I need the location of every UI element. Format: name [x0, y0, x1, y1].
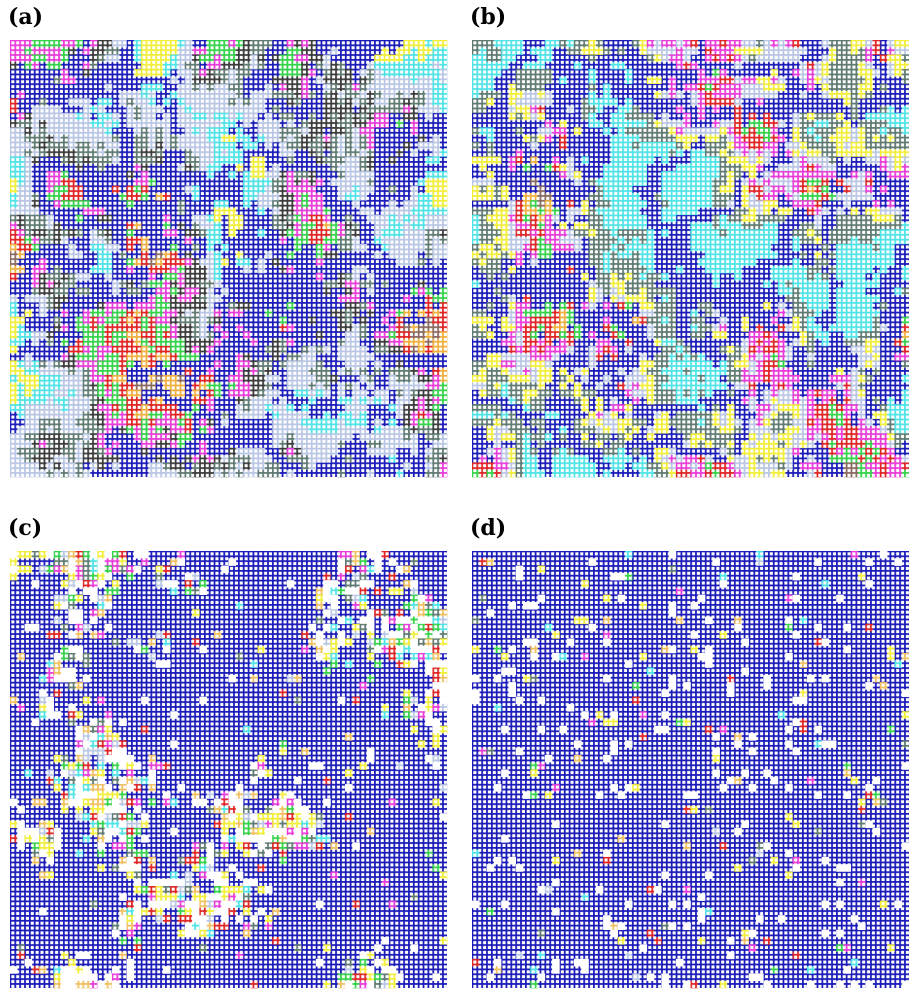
lattice-overlay [472, 40, 909, 477]
lattice-panel [10, 551, 448, 989]
panel-label: (c) [8, 515, 42, 541]
lattice-panel [10, 40, 448, 478]
panel-label: (b) [470, 4, 506, 30]
panel-label: (d) [470, 515, 506, 541]
lattice-overlay [10, 40, 447, 477]
panel-label: (a) [8, 4, 43, 30]
lattice-panel [472, 40, 909, 478]
